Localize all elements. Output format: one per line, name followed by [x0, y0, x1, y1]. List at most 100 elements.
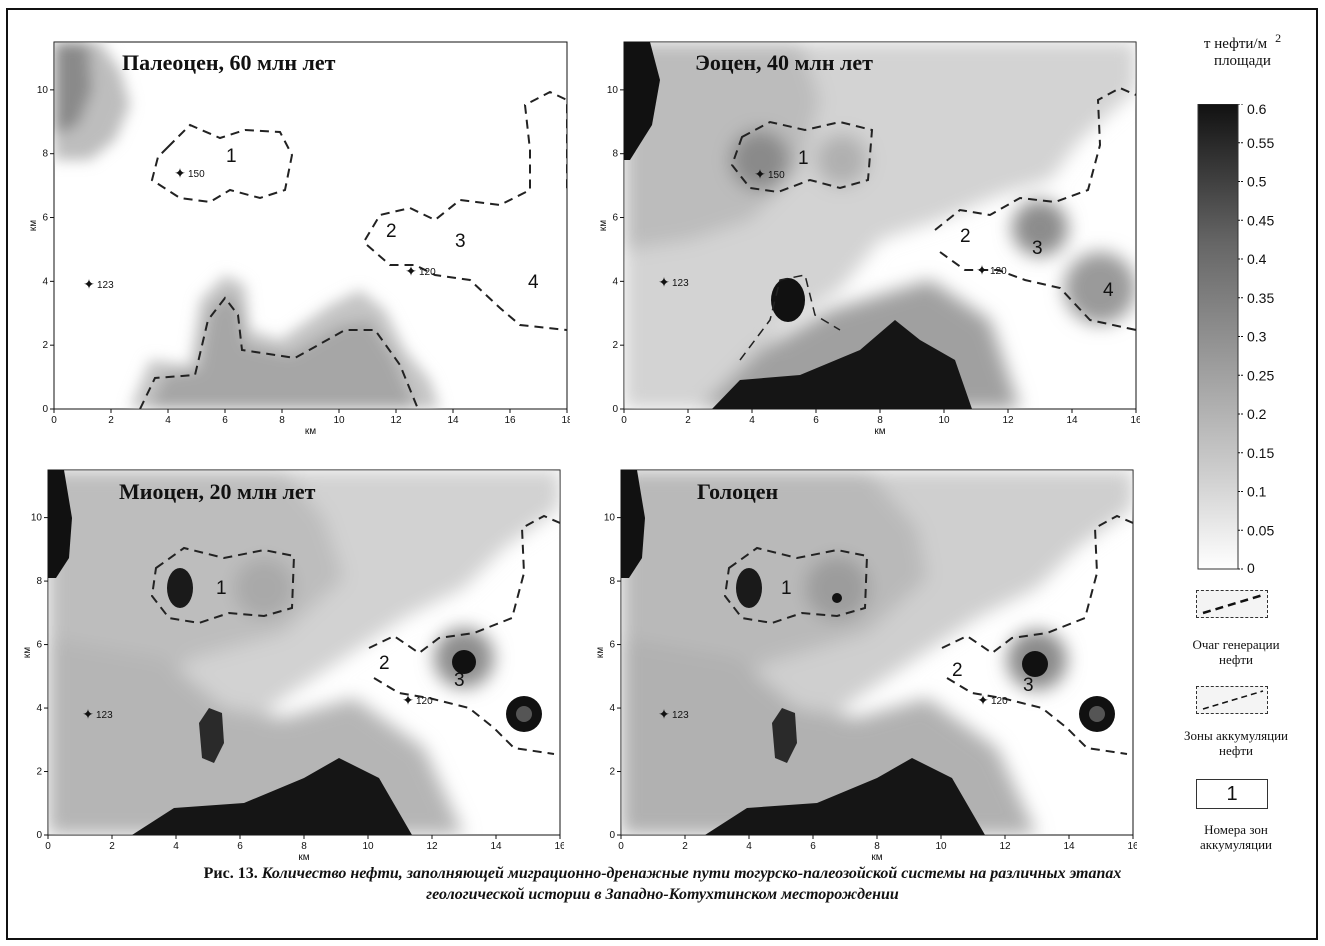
legend-colorbar: 0.6 0.55 0.5 0.45 0.4 0.35 0.3 0.25 0.2 0.15 0.1 0.… — [1197, 101, 1317, 579]
x-tick-label: 8 — [301, 841, 307, 852]
legend-tick-label: 0.6 — [1247, 104, 1267, 117]
svg-text:120: 120 — [416, 696, 433, 707]
caption-prefix: Рис. 13. — [203, 865, 258, 882]
y-axis-label: км — [600, 220, 609, 231]
y-axis-label: км — [24, 647, 33, 658]
zone-label: 3 — [1023, 675, 1034, 696]
figure-caption: Рис. 13. Количество нефти, заполняющей м… — [20, 863, 1305, 905]
x-tick-label: 2 — [108, 415, 114, 426]
y-tick-label: 4 — [36, 703, 42, 714]
y-tick-label: 10 — [37, 85, 49, 96]
x-tick-label: 10 — [362, 841, 374, 852]
caption-line1: Количество нефти, заполняющей миграционн… — [261, 865, 1122, 882]
svg-text:123: 123 — [672, 278, 689, 289]
x-tick-label: 2 — [109, 841, 115, 852]
zone-label: 1 — [216, 578, 227, 599]
map-title: Палеоцен, 60 млн лет — [122, 50, 336, 75]
legend-accumulation-label: Зоны аккумуляции нефти — [1184, 728, 1288, 758]
legend-tick-label: 0.45 — [1247, 212, 1274, 228]
x-tick-label: 14 — [1063, 841, 1075, 852]
legend-tick-label: 0.1 — [1247, 484, 1267, 500]
y-tick-label: 6 — [609, 640, 615, 651]
x-tick-label: 0 — [621, 415, 627, 426]
x-tick-label: 10 — [938, 415, 950, 426]
well-120: ✦ 120 — [405, 265, 436, 280]
well-123: ✦ 123 — [83, 278, 114, 293]
x-tick-label: 12 — [390, 415, 402, 426]
y-tick-label: 2 — [36, 767, 42, 778]
y-tick-label: 2 — [609, 767, 615, 778]
x-axis-label: км — [305, 426, 316, 437]
zone-label: 4 — [528, 272, 539, 293]
x-axis-label: км — [298, 852, 309, 860]
y-tick-label: 6 — [612, 213, 618, 224]
svg-text:✦: ✦ — [977, 694, 989, 709]
y-tick-label: 4 — [42, 276, 48, 287]
x-tick-label: 4 — [746, 841, 752, 852]
x-tick-label: 18 — [561, 415, 570, 426]
legend-unit: т нефти/м — [1203, 36, 1268, 52]
map-title: Голоцен — [697, 479, 779, 504]
x-tick-label: 2 — [685, 415, 691, 426]
y-tick-label: 6 — [36, 640, 42, 651]
zone-label: 3 — [455, 231, 466, 252]
x-axis-label: км — [874, 426, 885, 437]
x-tick-label: 8 — [874, 841, 880, 852]
x-tick-label: 10 — [935, 841, 947, 852]
svg-text:✦: ✦ — [405, 265, 417, 280]
x-tick-label: 0 — [618, 841, 624, 852]
legend-generation-label: Очаг генерации нефти — [1192, 637, 1280, 667]
y-tick-label: 8 — [609, 576, 615, 587]
x-axis-label: км — [871, 852, 882, 860]
y-tick-label: 2 — [612, 340, 618, 351]
x-tick-label: 14 — [490, 841, 502, 852]
svg-text:123: 123 — [672, 710, 689, 721]
svg-text:120: 120 — [991, 696, 1008, 707]
y-tick-label: 4 — [609, 703, 615, 714]
zone-label: 1 — [798, 148, 809, 169]
x-tick-label: 4 — [749, 415, 755, 426]
y-tick-label: 8 — [612, 149, 618, 160]
svg-text:✦: ✦ — [83, 278, 95, 293]
svg-text:150: 150 — [188, 169, 205, 180]
x-tick-label: 12 — [1002, 415, 1014, 426]
svg-text:✦: ✦ — [658, 708, 670, 723]
x-tick-label: 12 — [999, 841, 1011, 852]
x-tick-label: 10 — [333, 415, 345, 426]
caption-line2: геологической истории в Западно-Котухтин… — [426, 886, 899, 903]
well-120: ✦ 120 — [976, 264, 1007, 279]
x-tick-label: 16 — [554, 841, 564, 852]
x-tick-label: 4 — [165, 415, 171, 426]
zone-label: 3 — [454, 670, 465, 691]
svg-text:120: 120 — [990, 266, 1007, 277]
legend-tick-label: 0.55 — [1247, 135, 1274, 151]
map-holocene: 1 2 3 ✦ 123 ✦ 120 0 2 4 6 8 10 12 14 16 0 2 4 6 8 10 км… — [597, 458, 1137, 860]
zone-label: 3 — [1032, 238, 1043, 259]
y-tick-label: 6 — [42, 213, 48, 224]
legend-unit-area: площади — [1214, 53, 1271, 69]
legend-tick-label: 0.2 — [1247, 406, 1267, 422]
svg-text:✦: ✦ — [174, 167, 186, 182]
legend-zone-numbers-label: Номера зон аккумуляции — [1199, 822, 1273, 852]
x-tick-label: 14 — [1066, 415, 1078, 426]
legend-tick-label: 0.25 — [1247, 367, 1274, 383]
legend-zone-number-sample: 1 — [1196, 779, 1268, 809]
x-tick-label: 14 — [447, 415, 459, 426]
zone-label: 2 — [379, 653, 390, 674]
y-axis-label: км — [597, 647, 606, 658]
x-tick-label: 0 — [45, 841, 51, 852]
svg-text:✦: ✦ — [82, 708, 94, 723]
x-tick-label: 0 — [51, 415, 57, 426]
well-120: ✦ 120 — [402, 694, 433, 709]
x-tick-label: 12 — [426, 841, 438, 852]
x-tick-label: 8 — [279, 415, 285, 426]
y-axis-label: км — [30, 220, 39, 231]
legend-tick-label: 0.5 — [1247, 174, 1267, 190]
x-tick-label: 2 — [682, 841, 688, 852]
zone-label: 2 — [960, 226, 971, 247]
x-tick-label: 6 — [810, 841, 816, 852]
